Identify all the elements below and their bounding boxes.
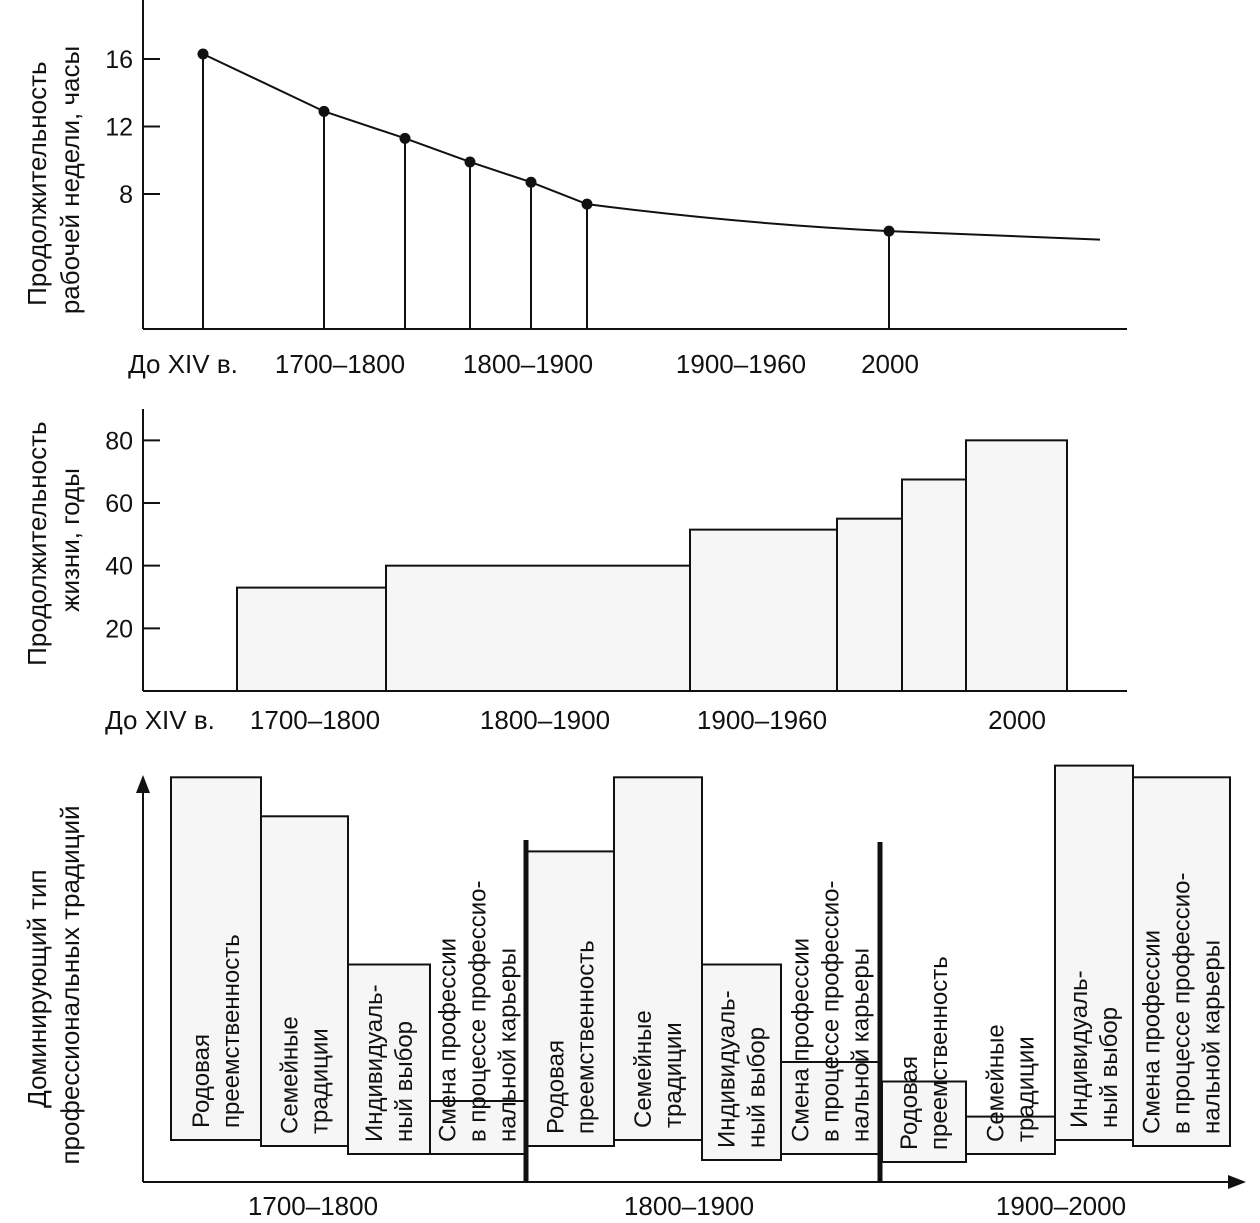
tradition-group-label-1: 1800–1900 (624, 1191, 754, 1221)
life-ytick-label-0: 20 (105, 615, 133, 643)
tradition-bar-label-line-1-3-1: в процессе профессио- (818, 881, 845, 1142)
tradition-bar-0-0 (170, 776, 262, 1141)
tradition-bar-label-line-0-3-2: нальной карьеры (495, 948, 522, 1142)
work-week-point-1 (318, 105, 330, 117)
work-week-ylabel-line-1: Продолжительность (22, 61, 52, 305)
tradition-bar-label-0-0: Родовая преемственность (188, 934, 245, 1128)
tradition-bar-1-0 (526, 850, 615, 1148)
tradition-bar-label-2-1: Семейные традиции (983, 1024, 1040, 1142)
work-week-point-4 (525, 176, 537, 188)
tradition-bar-2-2 (1054, 764, 1134, 1141)
life-bar-1 (385, 564, 691, 693)
tradition-bar-label-1-2: Индивидуаль-ный выбор (714, 990, 771, 1148)
work-week-point-0 (197, 48, 209, 60)
life-category-4: 2000 (988, 705, 1046, 735)
tradition-bar-label-line-2-0-0: Родовая (896, 1056, 923, 1150)
life-bar-3 (836, 517, 903, 693)
tradition-bar-label-2-0: Родовая преемственность (896, 956, 953, 1150)
tradition-bar-label-line-2-2-0: Индивидуаль- (1066, 970, 1093, 1128)
tradition-bar-label-line-2-0-1: преемственность (926, 956, 953, 1150)
tradition-bar-label-1-3: Смена профессии в процессе профессио-наль… (788, 881, 875, 1142)
work-week-point-2 (399, 132, 411, 144)
tradition-bar-label-line-0-3-1: в процессе профессио- (465, 881, 492, 1142)
work-week-point-5 (581, 198, 593, 210)
life-ytick-label-2: 60 (105, 490, 133, 518)
tradition-y-axis-arrow (136, 775, 150, 793)
tradition-bar-label-1-0: Родовая преемственность (543, 940, 600, 1134)
tradition-bar-label-0-3: Смена профессии в процессе профессио-наль… (435, 881, 522, 1142)
work-week-ytick-label-0: 8 (119, 181, 133, 209)
work-week-category-0: До XIV в. (128, 349, 238, 379)
tradition-bar-1-2 (701, 963, 782, 1161)
work-week-point-6 (883, 225, 895, 237)
tradition-bar-1-1 (613, 776, 703, 1141)
tradition-bar-label-line-2-2-1: ный выбор (1096, 1007, 1123, 1128)
work-week-category-2: 1800–1900 (463, 349, 593, 379)
tradition-bar-0-2 (347, 963, 431, 1155)
tradition-bar-label-2-3: Смена профессии в процессе профессио-наль… (1139, 873, 1226, 1134)
work-week-category-1: 1700–1800 (275, 349, 405, 379)
tradition-bar-label-line-0-2-1: ный выбор (391, 1021, 418, 1142)
life-ytick-label-3: 80 (105, 427, 133, 455)
tradition-bar-label-line-1-0-1: преемственность (573, 940, 600, 1134)
tradition-ylabel: Доминирующий тип профессиональных традиц… (22, 805, 85, 1164)
work-week-ytick-label-2: 16 (105, 46, 133, 74)
tradition-ylabel-line-1: Доминирующий тип (22, 869, 52, 1107)
tradition-bar-label-line-0-2-0: Индивидуаль- (361, 984, 388, 1142)
work-week-series-line (202, 53, 1101, 241)
tradition-bar-label-line-2-1-1: традиции (1013, 1036, 1040, 1142)
tradition-type-chart: Доминирующий тип профессиональных традиц… (22, 764, 1246, 1221)
life-ylabel-line-1: Продолжительность (22, 421, 52, 665)
tradition-bar-label-line-0-3-0: Смена профессии (435, 938, 462, 1142)
life-ylabel: Продолжительность жизни, годы (22, 414, 85, 666)
tradition-bar-label-2-2: Индивидуаль-ный выбор (1066, 970, 1123, 1128)
tradition-bar-label-line-1-2-0: Индивидуаль- (714, 990, 741, 1148)
tradition-bar-label-1-1: Семейные традиции (630, 1010, 687, 1128)
tradition-bar-label-0-1: Семейные традиции (277, 1016, 334, 1134)
work-week-category-3: 1900–1960 (676, 349, 806, 379)
tradition-bar-label-line-2-3-2: нальной карьеры (1199, 940, 1226, 1134)
work-week-chart: Продолжительность рабочей недели, часы 8… (22, 0, 1127, 379)
tradition-bar-label-line-2-1-0: Семейные (983, 1024, 1010, 1142)
work-week-ytick-label-1: 12 (105, 114, 133, 142)
tradition-bar-label-line-1-3-0: Смена профессии (788, 938, 815, 1142)
tradition-ylabel-line-2: профессиональных традиций (55, 805, 85, 1164)
tradition-bar-2-3 (1132, 776, 1231, 1147)
tradition-bar-label-line-1-0-0: Родовая (543, 1040, 570, 1134)
work-week-category-4: 2000 (861, 349, 919, 379)
life-category-2: 1800–1900 (480, 705, 610, 735)
life-category-1: 1700–1800 (250, 705, 380, 735)
tradition-bar-label-line-2-3-1: в процессе профессио- (1169, 873, 1196, 1134)
tradition-bar-2-0 (881, 1080, 967, 1163)
tradition-bar-label-line-0-1-1: традиции (307, 1028, 334, 1134)
tradition-group-label-2: 1900–2000 (996, 1191, 1126, 1221)
life-ylabel-line-2: жизни, годы (55, 468, 85, 612)
tradition-x-axis-arrow (1228, 1175, 1246, 1189)
tradition-bar-0-1 (260, 815, 349, 1147)
life-bar-4 (901, 478, 967, 692)
life-ytick-label-1: 40 (105, 553, 133, 581)
tradition-bar-label-line-0-0-0: Родовая (188, 1034, 215, 1128)
tradition-group-label-0: 1700–1800 (248, 1191, 378, 1221)
life-category-3: 1900–1960 (697, 705, 827, 735)
tradition-bar-2-1 (965, 1115, 1056, 1155)
tradition-bar-label-0-2: Индивидуаль-ный выбор (361, 984, 418, 1142)
life-bar-0 (236, 586, 387, 692)
tradition-bar-label-line-2-3-0: Смена профессии (1139, 930, 1166, 1134)
life-bar-2 (689, 528, 838, 693)
tradition-bar-label-line-0-0-1: преемственность (218, 934, 245, 1128)
life-category-0: До XIV в. (105, 705, 215, 735)
life-expectancy-chart: Продолжительность жизни, годы 20 40 60 80 Д… (22, 409, 1127, 735)
tradition-bar-label-line-1-1-1: традиции (660, 1022, 687, 1128)
work-week-point-3 (464, 156, 476, 168)
tradition-bar-label-line-0-1-0: Семейные (277, 1016, 304, 1134)
tradition-bar-label-line-1-2-1: ный выбор (744, 1027, 771, 1148)
work-week-ylabel-line-2: рабочей недели, часы (55, 46, 85, 314)
life-bar-5 (965, 439, 1068, 693)
tradition-bar-label-line-1-1-0: Семейные (630, 1010, 657, 1128)
tradition-bar-label-line-1-3-2: нальной карьеры (848, 948, 875, 1142)
work-week-ylabel: Продолжительность рабочей недели, часы (22, 46, 85, 314)
